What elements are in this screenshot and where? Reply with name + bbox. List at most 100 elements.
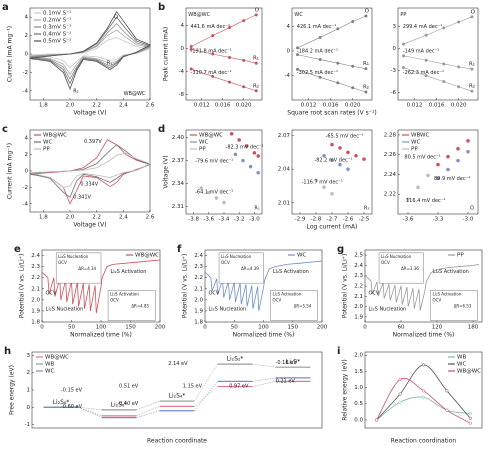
data-point: [346, 167, 350, 172]
panel-label: f: [177, 244, 182, 255]
data-point: [442, 26, 446, 30]
annotation: R₁: [107, 61, 112, 67]
data-point: [199, 186, 204, 190]
x-axis-label: Square root scan rates (V s⁻¹): [287, 110, 376, 117]
y-axis-label: Potential (V vs. Li/Li⁺): [342, 254, 349, 319]
x-tick-label: 50: [68, 325, 75, 331]
connector: [194, 381, 218, 411]
y-tick-label: 0.5: [354, 401, 363, 407]
y-tick-label: 4: [25, 136, 29, 142]
inset-frame: [55, 252, 102, 284]
x-tick-label: 2.6: [146, 103, 155, 109]
y-tick-label: 0.0: [354, 417, 363, 423]
data-point: [336, 27, 340, 31]
annotation: -116.7 mV dec⁻¹: [302, 180, 343, 186]
annotation: 2.14 eV: [168, 361, 188, 367]
data-point: [206, 190, 211, 195]
connector: [194, 386, 218, 407]
x-tick-label: 0: [363, 325, 367, 331]
data-point: [336, 81, 340, 85]
x-tick-label: 2.0: [66, 215, 75, 221]
annotation: Li₂S Nucleation: [369, 307, 407, 313]
x-tick-label: 2.2: [92, 215, 101, 221]
legend-label: 0.5mV S⁻¹: [43, 38, 71, 45]
data-point: [254, 89, 258, 93]
legend-label: 0.3mV S⁻¹: [43, 24, 71, 31]
annotation: -262.3 mA dec⁻¹: [403, 70, 444, 76]
x-axis-label: Normalized time (%): [233, 332, 295, 339]
x-axis-label: Reaction coordination: [391, 438, 457, 445]
x-tick-label: 150: [288, 325, 299, 331]
legend-label: 0.2mV S⁻¹: [43, 17, 71, 24]
y-tick-label: 2.4: [354, 263, 363, 269]
x-tick-label: -3.0: [249, 217, 260, 223]
panel-label: a: [2, 2, 9, 13]
plot-frame: [397, 7, 479, 101]
data-point: [421, 395, 426, 399]
y-tick-label: -2: [23, 70, 28, 76]
data-point: [189, 67, 193, 71]
annotation: 441.6 mA dec⁻¹: [191, 24, 230, 30]
inset-text: Li₂S Activation: [433, 291, 462, 296]
panel-label: e: [14, 244, 21, 255]
inset-text: OCV: [58, 260, 67, 265]
annotation: 0.341V: [73, 195, 91, 201]
annotation: Li₂S Activation: [273, 269, 309, 275]
series-label: O: [255, 7, 260, 13]
x-tick-label: -3.8: [188, 217, 199, 223]
annotation: R₂: [73, 88, 78, 94]
annotation: 89.9 mV dec⁻¹: [434, 176, 470, 182]
data-point: [222, 200, 226, 205]
data-point: [406, 197, 410, 202]
data-point: [254, 61, 258, 65]
data-point: [375, 418, 379, 422]
x-tick-label: 2.0: [66, 103, 75, 109]
annotation: 0.97 eV: [229, 384, 249, 390]
data-point: [227, 80, 232, 84]
data-point: [211, 34, 215, 38]
y-tick-label: 1.9: [194, 308, 203, 314]
data-point: [256, 170, 261, 175]
panel-label: b: [158, 2, 165, 13]
y-tick-label: 2.01: [278, 200, 290, 206]
species-label: Li₂S₆*: [111, 401, 128, 408]
legend-label: WB: [45, 362, 54, 368]
annotation: 1.15 eV: [183, 384, 203, 390]
annotation: Li₂S Activation: [110, 269, 146, 275]
data-point: [446, 167, 450, 172]
legend-label: WC: [45, 369, 54, 375]
inset-text: Li₂S Activation: [273, 291, 302, 296]
legend-label: WC: [199, 140, 208, 146]
legend-label: WB@WC: [45, 355, 69, 361]
legend-label: PP: [457, 253, 464, 259]
x-tick-label: 0.012: [407, 103, 423, 109]
y-tick-label: 2.1: [354, 294, 363, 300]
series-label: R₁: [469, 62, 475, 68]
data-point: [470, 15, 474, 19]
connector: [136, 410, 160, 418]
y-tick-label: 2.3: [354, 273, 363, 279]
series-label: R₂: [469, 84, 475, 90]
annotation: O: [114, 15, 118, 21]
x-tick-label: -2.8: [311, 217, 322, 223]
y-tick-label: 2.26: [384, 152, 397, 158]
data-point: [424, 58, 428, 62]
legend-label: WC: [297, 253, 306, 259]
annotation: R₁: [254, 206, 259, 212]
y-axis-label: Current (mA mg⁻¹): [7, 143, 14, 199]
inset-frame: [430, 290, 478, 321]
x-tick-label: 2.4: [119, 103, 128, 109]
inset-text: OCV: [273, 297, 282, 302]
legend-label: 0.4mV S⁻¹: [43, 31, 71, 38]
inset-text: OCV: [433, 297, 442, 302]
y-tick-label: 2.28: [384, 132, 397, 138]
x-tick-label: 0.020: [345, 103, 361, 109]
y-tick-label: 1.8: [31, 320, 40, 326]
annotation: -64.1 mV dec⁻¹: [195, 190, 233, 196]
data-point: [227, 55, 232, 60]
y-tick-label: -4: [23, 88, 29, 94]
inset-frame: [107, 290, 156, 321]
y-tick-label: 2.2: [31, 275, 40, 281]
inset-text: ΔR=4.34: [78, 266, 96, 271]
